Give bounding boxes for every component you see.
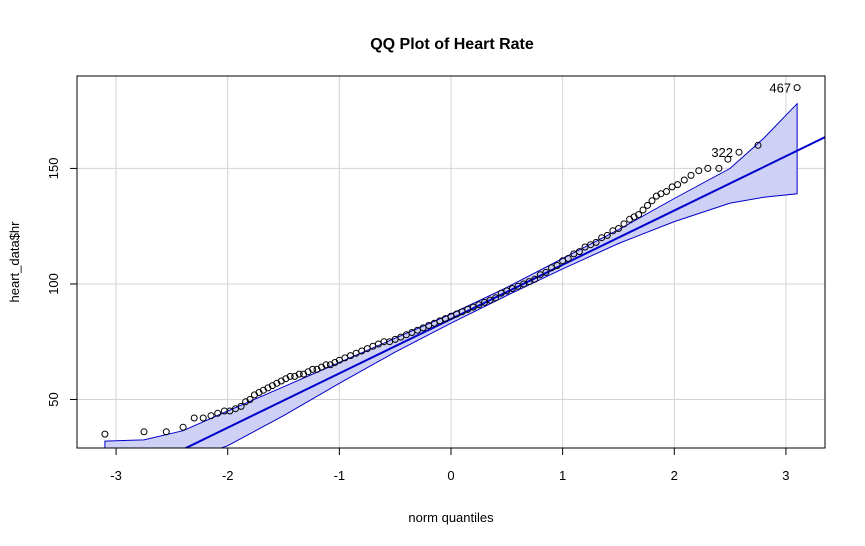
data-point	[199, 414, 207, 422]
data-point	[246, 396, 254, 403]
data-point	[704, 164, 712, 172]
data-point	[695, 167, 703, 175]
data-point	[615, 225, 622, 232]
data-point	[162, 428, 170, 436]
data-point	[207, 412, 215, 420]
data-point	[101, 430, 109, 438]
x-tick-label-0: -3	[110, 468, 122, 483]
data-point	[179, 423, 187, 431]
data-point	[724, 155, 732, 163]
data-point	[644, 201, 651, 209]
data-point	[542, 268, 550, 276]
data-point	[358, 347, 366, 355]
data-point	[603, 231, 611, 239]
data-point	[309, 365, 317, 373]
x-tick-label-1: -2	[222, 468, 234, 483]
point-labels: 467 322	[711, 81, 791, 161]
data-point	[140, 428, 148, 436]
data-point	[715, 164, 723, 172]
data-point	[492, 294, 500, 302]
data-point	[322, 361, 330, 369]
envelope-band	[104, 102, 798, 448]
data-point	[663, 188, 670, 195]
chart-title: QQ Plot of Heart Rate	[370, 36, 534, 53]
data-point	[190, 414, 198, 422]
y-axis-title: heart_data$hr	[7, 221, 22, 303]
x-tick-label-5: 2	[671, 468, 678, 483]
data-point	[793, 84, 801, 92]
y-tick-label-1: 100	[46, 273, 61, 295]
grid-layer	[77, 76, 825, 448]
data-point	[575, 248, 583, 256]
data-point	[214, 409, 222, 417]
data-point	[286, 372, 294, 380]
confidence-envelope	[104, 102, 798, 448]
x-tick-label-4: 1	[559, 468, 566, 483]
x-tick-label-6: 3	[782, 468, 789, 483]
y-tick-label-0: 50	[46, 392, 61, 406]
x-axis: -3 -2 -1 0 1 2 3	[110, 447, 790, 483]
data-point	[754, 141, 762, 149]
data-point	[419, 324, 427, 332]
y-axis: 50 100 150	[46, 158, 78, 407]
data-point	[553, 262, 561, 269]
x-tick-label-2: -1	[334, 468, 346, 483]
data-point	[687, 171, 695, 179]
data-point	[469, 303, 477, 311]
data-point	[635, 211, 643, 219]
data-point	[237, 402, 245, 410]
data-point	[674, 181, 682, 189]
y-tick-label-2: 150	[46, 158, 61, 180]
data-point	[735, 148, 743, 156]
data-point	[648, 197, 656, 205]
data-point	[295, 370, 303, 378]
data-point	[592, 238, 600, 246]
data-point	[680, 176, 688, 184]
outlier-label-0: 467	[769, 81, 791, 96]
data-point	[620, 220, 628, 228]
data-point	[639, 206, 647, 214]
data-point	[531, 275, 539, 283]
x-axis-title: norm quantiles	[408, 510, 494, 525]
outlier-label-1: 322	[711, 145, 733, 160]
data-points	[101, 84, 801, 438]
data-point	[564, 255, 572, 262]
x-tick-label-3: 0	[447, 468, 454, 483]
